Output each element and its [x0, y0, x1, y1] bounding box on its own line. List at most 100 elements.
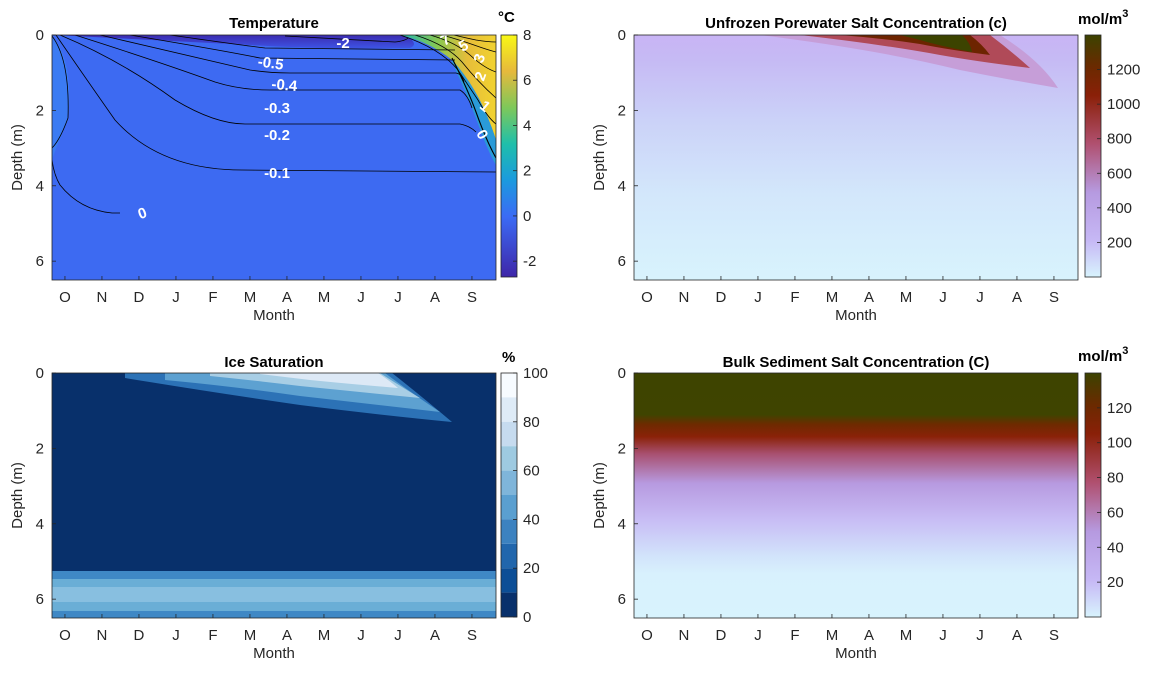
- x-tick-label: J: [172, 627, 180, 644]
- contour-label: -0.5: [257, 53, 285, 73]
- colorbar-tick-label: 40: [1107, 539, 1124, 556]
- temperature-field: [52, 35, 496, 280]
- contour-line-0-deep: [52, 159, 120, 214]
- y-axis-label: Depth (m): [591, 124, 608, 191]
- contour-label: -0.4: [271, 76, 299, 95]
- y-tick-label: 4: [36, 178, 44, 195]
- x-tick-label: O: [641, 289, 653, 306]
- contour-line-0-outer: [55, 35, 496, 173]
- x-tick-label: J: [394, 289, 402, 306]
- x-tick-label: N: [679, 289, 690, 306]
- ice-colorbar-step: [501, 519, 517, 544]
- x-axis-label: Month: [835, 307, 877, 324]
- ice-colorbar-step: [501, 543, 517, 569]
- colorbar-tick-label: 100: [1107, 435, 1132, 452]
- colorbar-tick-label: 400: [1107, 200, 1132, 217]
- colorbar-tick-label: 800: [1107, 131, 1132, 148]
- temperature-contours: [52, 35, 496, 214]
- x-tick-label: J: [976, 627, 984, 644]
- ice-deep-band: [52, 571, 496, 579]
- y-tick-label: 4: [618, 178, 626, 195]
- ice-colorbar-unit: %: [502, 349, 515, 366]
- colorbar-tick-label: 80: [1107, 470, 1124, 487]
- temperature-panel: -2 -0.5 -0.4 -0.3 -0.2 -0.1 0 0 1 2 3 5 …: [51, 31, 518, 281]
- colorbar-tick-label: 1200: [1107, 62, 1140, 79]
- generated-axes: O N D J F M A M J J A S 0 2 4 6 Month Depth (m) O N D J F M A M J J…: [9, 27, 1140, 662]
- x-tick-label: M: [244, 289, 257, 306]
- x-tick-label: A: [430, 289, 440, 306]
- contour-line-0-shallow: [52, 35, 69, 149]
- bulk-field: [634, 373, 1078, 618]
- x-tick-label: F: [790, 289, 799, 306]
- x-tick-label: N: [679, 627, 690, 644]
- ice-colorbar-step: [501, 397, 517, 422]
- contour-label: -0.3: [264, 100, 290, 117]
- unit-exponent: 3: [1122, 8, 1128, 20]
- y-axis-label: Depth (m): [9, 124, 26, 191]
- y-tick-label: 0: [36, 365, 44, 382]
- x-tick-label: D: [134, 289, 145, 306]
- bulk-colorbar: [1084, 372, 1102, 618]
- x-tick-label: M: [244, 627, 257, 644]
- x-tick-label: S: [1049, 289, 1059, 306]
- porewater-colorbar-unit: mol/m3: [1078, 8, 1128, 28]
- x-tick-label: A: [1012, 627, 1022, 644]
- bulk-colorbar-unit: mol/m3: [1078, 345, 1128, 365]
- y-tick-label: 6: [618, 591, 626, 608]
- porewater-panel: [633, 34, 1102, 281]
- contour-line-neg2: [284, 35, 409, 43]
- unit-exponent: 3: [1122, 345, 1128, 357]
- colorbar-tick-label: 200: [1107, 234, 1132, 251]
- ice-axes-box: [51, 372, 497, 619]
- x-tick-label: M: [900, 627, 913, 644]
- colorbar-tick-label: 2: [523, 163, 531, 180]
- ice-lens-90: [260, 373, 398, 388]
- bulk-axes-box: [633, 372, 1079, 619]
- contour-line-neg0.4: [129, 35, 456, 61]
- contour-line-pos7: [453, 35, 496, 43]
- ice-colorbar-step: [501, 373, 517, 398]
- colorbar-tick-label: -2: [523, 253, 536, 270]
- ice-deep-band: [52, 579, 496, 587]
- porewater-plume-peak: [900, 35, 972, 52]
- x-tick-label: J: [939, 627, 947, 644]
- x-tick-label: D: [134, 627, 145, 644]
- ice-deep-band: [52, 587, 496, 602]
- y-tick-label: 2: [618, 440, 626, 457]
- contour-label: -0.2: [264, 127, 290, 144]
- colorbar-tick-label: 60: [1107, 504, 1124, 521]
- y-axis-label: Depth (m): [9, 462, 26, 529]
- colorbar-tick-label: 60: [523, 463, 540, 480]
- temperature-colorbar-unit: °C: [498, 9, 515, 26]
- ice-colorbar-step: [501, 470, 517, 495]
- colorbar-tick-label: 40: [523, 511, 540, 528]
- ice-colorbar-step: [501, 568, 517, 593]
- x-tick-label: M: [826, 627, 839, 644]
- colorbar-tick-label: 8: [523, 27, 531, 44]
- x-tick-label: A: [864, 627, 874, 644]
- temperature-colorbar: [500, 34, 518, 278]
- colorbar-tick-label: 80: [523, 414, 540, 431]
- contour-line-pos2: [414, 35, 496, 99]
- ice-deep-band: [52, 602, 496, 611]
- x-tick-label: J: [394, 627, 402, 644]
- contour-line-neg0.5: [169, 35, 456, 51]
- x-tick-label: M: [318, 289, 331, 306]
- contour-line-pos5: [441, 35, 496, 53]
- x-tick-label: J: [357, 289, 365, 306]
- contour-line-neg0.2: [74, 35, 473, 109]
- x-axis-label: Month: [253, 307, 295, 324]
- x-tick-label: M: [826, 289, 839, 306]
- ice-colorbar-step: [501, 495, 517, 520]
- x-tick-label: F: [208, 627, 217, 644]
- porewater-axes-box: [633, 34, 1079, 281]
- y-tick-label: 0: [618, 365, 626, 382]
- x-tick-label: A: [282, 627, 292, 644]
- y-tick-label: 2: [36, 102, 44, 119]
- x-tick-label: A: [1012, 289, 1022, 306]
- bulk-panel: [633, 372, 1102, 619]
- colorbar-tick-label: 0: [523, 208, 531, 225]
- colorbar-tick-label: 20: [1107, 574, 1124, 591]
- x-tick-label: J: [976, 289, 984, 306]
- x-tick-label: S: [1049, 627, 1059, 644]
